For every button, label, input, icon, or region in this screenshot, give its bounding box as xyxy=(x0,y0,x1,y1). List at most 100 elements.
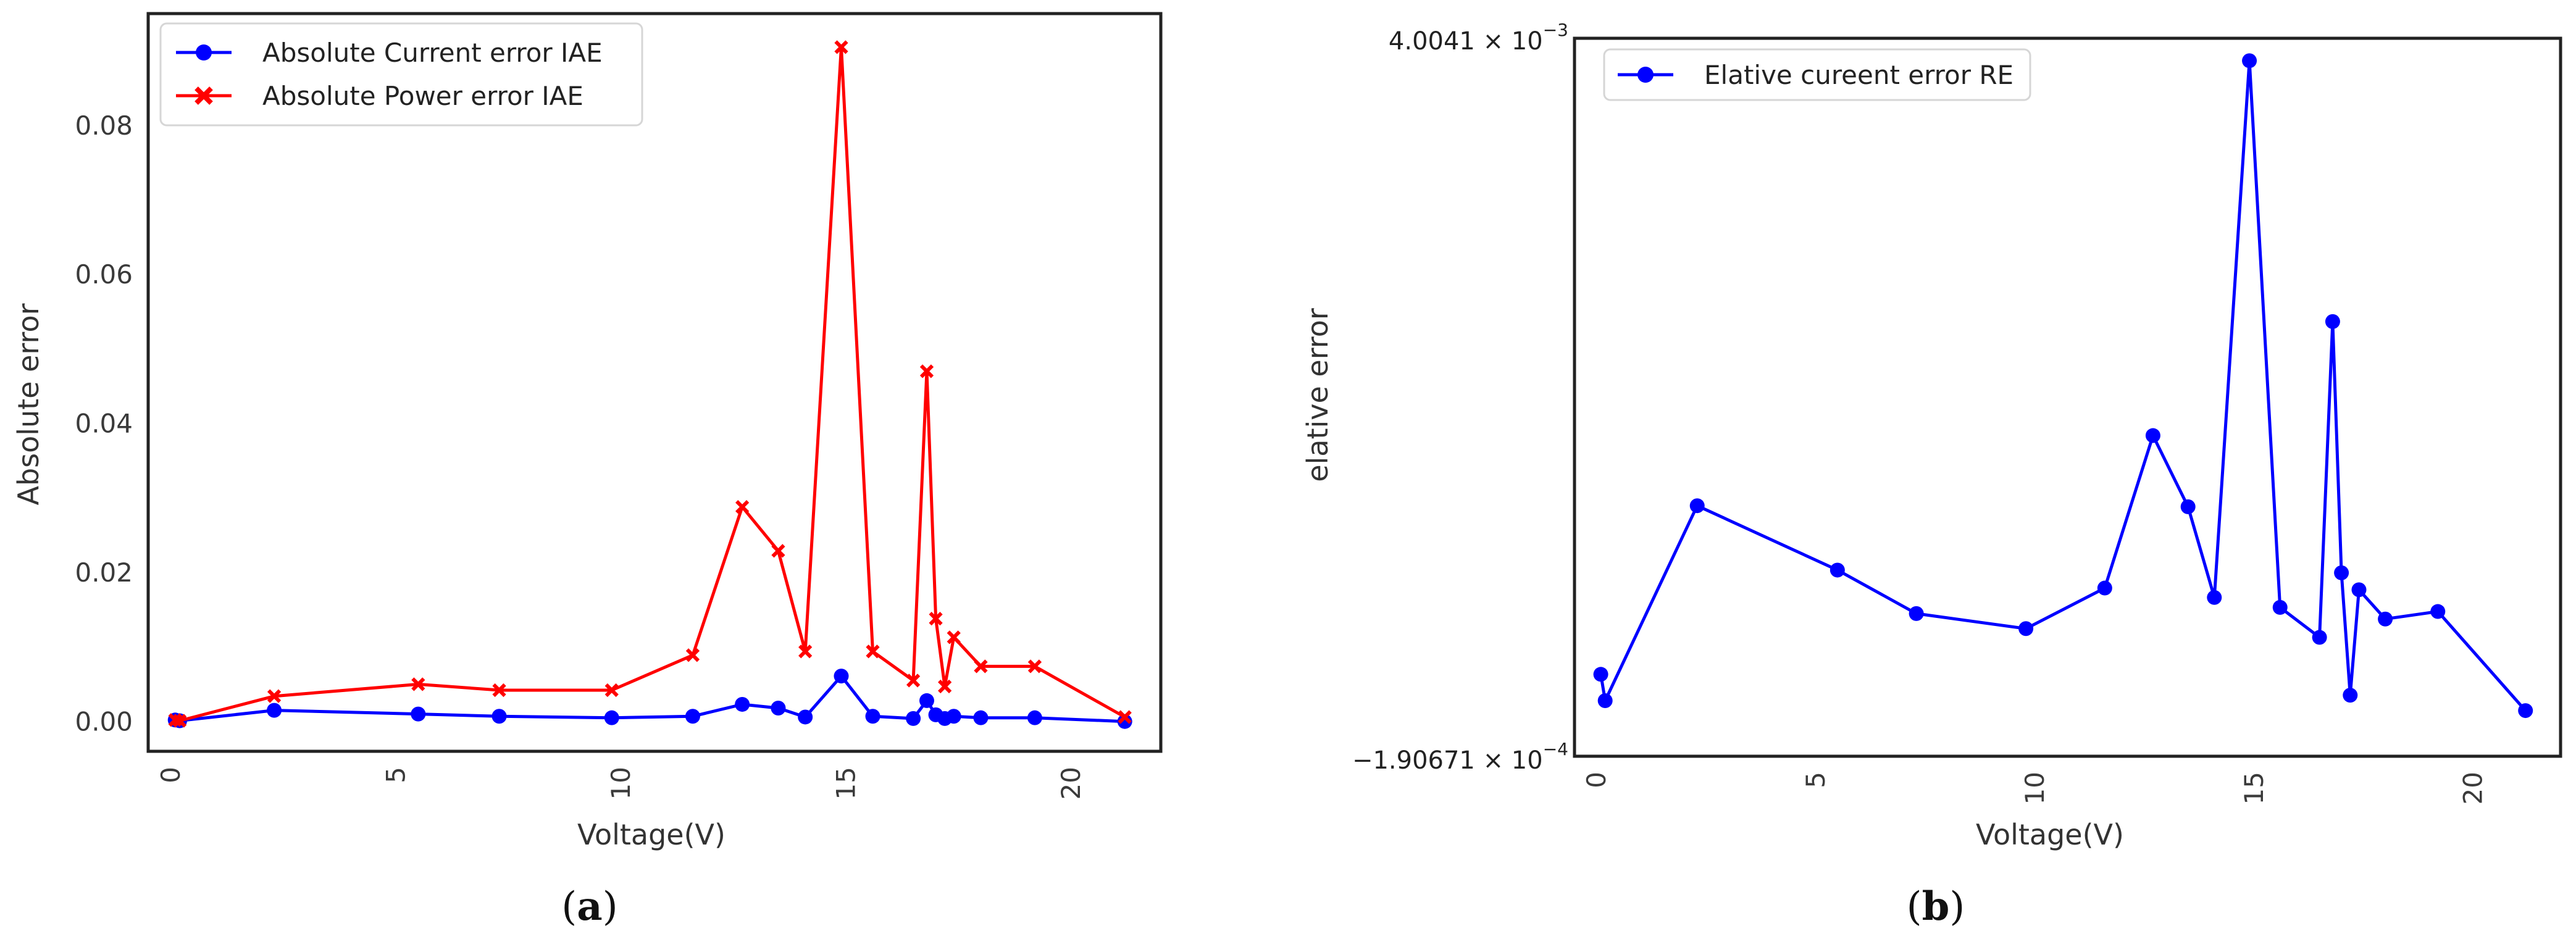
panel-a-point xyxy=(411,706,426,722)
panel-a-point xyxy=(919,364,934,378)
panel-b-point xyxy=(2325,314,2340,329)
panel-b-x-tick-label: 20 xyxy=(2458,772,2488,804)
panel-a-point xyxy=(267,703,282,718)
panel-a-x-axis-label: Voltage(V) xyxy=(577,818,726,851)
panel-a-y-axis-label: Absolute error xyxy=(12,303,45,505)
panel-a-y-tick-label: 0.04 xyxy=(75,409,133,439)
panel-a-point xyxy=(411,677,425,691)
panel-b-x-tick-label: 5 xyxy=(1800,772,1831,788)
panel-a-x-tick-label: 0 xyxy=(156,767,186,783)
panel-a-point xyxy=(906,711,921,726)
panel-a-legend-marker-power xyxy=(194,86,213,105)
panel-a-point xyxy=(267,689,282,703)
panel-a-point xyxy=(973,710,989,725)
panel-b-x-tick-label: 10 xyxy=(2020,772,2050,804)
panel-a-y-tick-labels: 0.00 0.02 0.04 0.06 0.08 xyxy=(75,111,133,737)
panel-a-point xyxy=(938,679,952,694)
panel-a-x-tick-labels: 0 5 10 15 20 xyxy=(156,767,1086,799)
panel-b-point xyxy=(2378,611,2393,627)
panel-b: 0 5 10 15 20 Voltage(V) elative error 4.0041… xyxy=(1301,20,2562,930)
panel-a-x-tick-label: 15 xyxy=(830,767,861,799)
panel-a-legend-marker-current xyxy=(196,44,212,60)
panel-b-point xyxy=(2272,599,2288,615)
panel-a-y-tick-label: 0.06 xyxy=(75,259,133,290)
panel-a-point xyxy=(685,648,700,662)
panel-a-point xyxy=(798,709,813,725)
panel-a-point xyxy=(946,709,961,724)
panel-b-legend-label: Elative cureent error RE xyxy=(1704,60,2014,90)
panel-a: 0 5 10 15 20 0.00 0.02 0.04 0.06 0.08 Voltage(V)… xyxy=(12,12,1163,930)
panel-b-point xyxy=(1597,693,1613,708)
panel-b-caption: (b) xyxy=(1907,883,1965,930)
panel-a-series-line-1 xyxy=(175,45,1126,722)
panel-a-legend-label-power: Absolute Power error IAE xyxy=(262,81,583,111)
panel-a-point xyxy=(1027,710,1042,725)
panel-a-point xyxy=(798,645,813,659)
panel-a-point xyxy=(865,709,880,724)
panel-b-y-top-label: 4.0041 × 10−3 xyxy=(1389,20,1568,56)
panel-a-legend-box xyxy=(159,22,643,127)
panel-a-point xyxy=(491,709,507,724)
panel-b-point xyxy=(2207,590,2222,605)
panel-b-series-line-0 xyxy=(1599,59,2527,712)
panel-a-point xyxy=(929,612,943,626)
panel-a-x-tick-label: 20 xyxy=(1056,767,1086,799)
panel-b-legend-box xyxy=(1603,48,2031,101)
panel-b-legend-marker xyxy=(1637,67,1654,83)
panel-a-point xyxy=(604,683,619,698)
panel-a-point xyxy=(919,693,934,708)
panel-b-point xyxy=(2430,604,2446,619)
panel-b-point xyxy=(1830,562,1845,578)
panel-b-point xyxy=(1593,667,1608,682)
panel-b-point xyxy=(2334,565,2349,580)
panel-b-x-axis-label: Voltage(V) xyxy=(1976,818,2124,851)
panel-a-point xyxy=(604,710,619,725)
panel-a-point xyxy=(1117,714,1132,729)
panel-b-plot-marks xyxy=(1593,53,2533,719)
panel-a-point xyxy=(974,659,988,674)
panel-b-legend: Elative cureent error RE xyxy=(1603,48,2031,101)
panel-a-y-tick-label: 0.02 xyxy=(75,557,133,588)
panel-b-y-axis-label: elative error xyxy=(1301,308,1334,482)
panel-b-y-bottom-label: −1.90671 × 10−4 xyxy=(1352,739,1568,775)
panel-b-point xyxy=(2018,621,2034,636)
panel-a-plot-marks xyxy=(167,40,1132,729)
panel-b-point xyxy=(2242,53,2257,69)
panel-a-point xyxy=(866,645,880,659)
panel-a-y-tick-label: 0.08 xyxy=(75,111,133,141)
panel-b-x-tick-label: 0 xyxy=(1581,772,1612,788)
panel-a-caption: (a) xyxy=(561,883,617,930)
panel-a-point xyxy=(1118,710,1132,724)
panel-a-point xyxy=(735,499,750,514)
panel-b-point xyxy=(2145,428,2160,443)
panel-a-point xyxy=(906,674,921,688)
panel-b-point xyxy=(1909,606,1924,621)
panel-b-point xyxy=(1689,498,1705,514)
panel-b-plot-frame xyxy=(1573,36,2562,758)
panel-a-x-tick-label: 10 xyxy=(606,767,636,799)
panel-a-point xyxy=(735,696,750,712)
panel-a-legend: Absolute Current error IAE Absolute Powe… xyxy=(159,22,643,127)
panel-a-point xyxy=(771,700,786,715)
panel-a-point xyxy=(172,714,187,728)
panel-a-point xyxy=(947,630,961,645)
panel-a-point xyxy=(685,709,700,724)
panel-a-legend-label-current: Absolute Current error IAE xyxy=(262,38,603,68)
panel-a-plot-frame xyxy=(146,12,1163,753)
panel-b-point xyxy=(2312,630,2327,645)
panel-a-point xyxy=(771,544,785,558)
panel-b-point xyxy=(2180,499,2196,514)
panel-b-point xyxy=(2343,688,2358,703)
panel-b-point xyxy=(2097,580,2112,596)
panel-a-point xyxy=(834,669,849,684)
panel-a-y-tick-label: 0.00 xyxy=(75,706,133,736)
panel-a-x-tick-label: 5 xyxy=(381,767,411,783)
panel-a-point xyxy=(834,40,848,54)
panel-b-point xyxy=(2351,582,2367,598)
panel-b-point xyxy=(2518,703,2533,719)
panel-b-x-tick-labels: 0 5 10 15 20 xyxy=(1581,772,2488,804)
panel-a-point xyxy=(492,683,506,698)
panel-b-x-tick-label: 15 xyxy=(2239,772,2269,804)
panel-a-point xyxy=(1027,659,1042,674)
